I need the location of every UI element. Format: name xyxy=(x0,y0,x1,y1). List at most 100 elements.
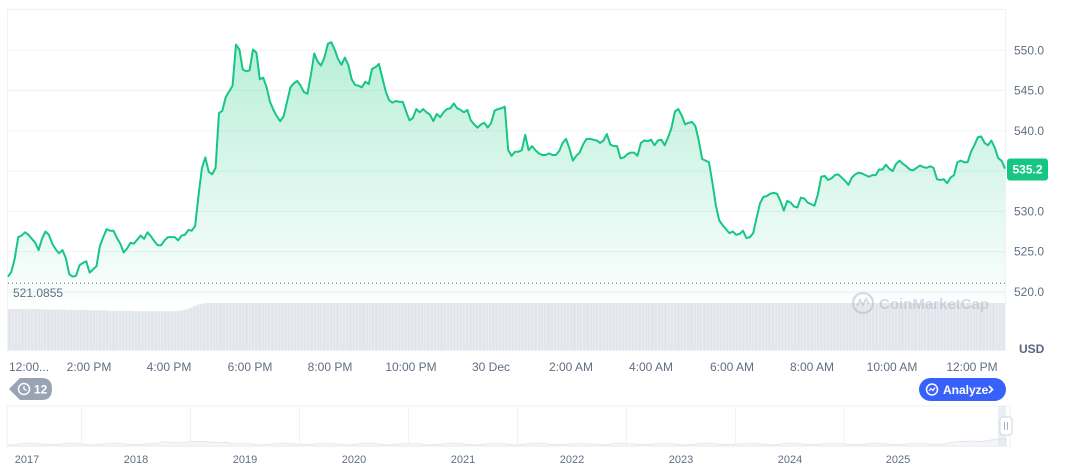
volume-bar xyxy=(157,311,161,350)
volume-bar xyxy=(836,303,840,350)
navigator-track[interactable] xyxy=(6,405,1011,447)
volume-bar xyxy=(137,311,141,350)
x-tick-label: 8:00 PM xyxy=(308,360,353,374)
volume-bar xyxy=(241,303,245,350)
volume-bar xyxy=(936,303,940,350)
volume-bar xyxy=(443,303,447,350)
volume-bar xyxy=(728,303,732,350)
volume-bar xyxy=(202,303,206,350)
volume-bar xyxy=(923,303,927,350)
volume-bar xyxy=(823,303,827,350)
volume-bar xyxy=(368,303,372,350)
volume-bar xyxy=(634,303,638,350)
volume-bar xyxy=(706,303,710,350)
watermark-text: CoinMarketCap xyxy=(879,296,989,313)
volume-bar xyxy=(30,309,34,350)
volume-bar xyxy=(261,303,265,350)
x-tick-label: 2:00 PM xyxy=(67,360,112,374)
volume-bar xyxy=(881,303,885,350)
volume-bar xyxy=(76,309,80,350)
volume-bar xyxy=(566,303,570,350)
volume-bar xyxy=(780,303,784,350)
volume-bar xyxy=(722,303,726,350)
volume-bar xyxy=(858,303,862,350)
x-tick-label: 12:00 PM xyxy=(946,360,997,374)
volume-bar xyxy=(193,305,197,350)
history-button[interactable]: 12 xyxy=(9,378,52,400)
volume-bar xyxy=(462,303,466,350)
volume-bar xyxy=(618,303,622,350)
volume-bar xyxy=(284,303,287,350)
volume-bar xyxy=(615,303,619,350)
volume-bar xyxy=(124,310,128,350)
volume-bar xyxy=(53,309,57,350)
navigator-year-label: 2017 xyxy=(15,454,39,466)
current-price-label: 535.2 xyxy=(1012,163,1042,177)
volume-bar xyxy=(475,303,479,350)
volume-bar xyxy=(946,303,950,350)
volume-bar xyxy=(910,303,914,350)
navigator-year-label: 2022 xyxy=(560,454,584,466)
volume-bar xyxy=(254,303,258,350)
volume-bar xyxy=(761,303,765,350)
volume-bar xyxy=(82,309,86,350)
volume-bar xyxy=(439,303,443,350)
volume-bar xyxy=(667,303,671,350)
volume-bar xyxy=(452,303,456,350)
volume-bar xyxy=(628,303,632,350)
volume-bar xyxy=(271,303,274,350)
volume-bar xyxy=(563,303,567,350)
x-tick-label: 30 Dec xyxy=(472,360,510,374)
volume-bar xyxy=(550,303,554,350)
volume-bar xyxy=(501,303,505,350)
volume-bar xyxy=(183,309,187,350)
volume-bar xyxy=(862,303,866,350)
history-button-bg[interactable] xyxy=(9,378,52,400)
volume-bar xyxy=(641,303,645,350)
x-tick-label: 10:00 AM xyxy=(867,360,918,374)
volume-bar xyxy=(735,303,739,350)
volume-bar xyxy=(543,303,547,350)
volume-bar xyxy=(732,303,736,350)
y-tick-label: 540.0 xyxy=(1014,124,1044,138)
volume-bar xyxy=(121,310,125,350)
volume-bar xyxy=(907,303,911,350)
analyze-button-bg[interactable] xyxy=(919,378,1006,401)
volume-bar xyxy=(930,303,934,350)
price-line[interactable] xyxy=(7,41,1006,278)
volume-bar xyxy=(348,303,352,350)
volume-bar xyxy=(387,303,391,350)
volume-bar xyxy=(982,303,986,350)
volume-bar xyxy=(771,303,775,350)
volume-bar xyxy=(215,303,219,350)
volume-bar xyxy=(741,303,745,350)
drag-handle-icon[interactable] xyxy=(999,416,1013,436)
volume-bar xyxy=(683,303,687,350)
volume-bar xyxy=(988,303,992,350)
volume-bar xyxy=(141,311,145,350)
volume-bar xyxy=(225,303,229,350)
coinmarketcap-logo-icon xyxy=(851,291,875,315)
navigator-year-label: 2019 xyxy=(233,454,257,466)
volume-bar xyxy=(92,310,96,350)
volume-bar xyxy=(621,303,625,350)
volume-bar xyxy=(160,311,164,350)
volume-bar xyxy=(46,309,50,350)
volume-bar xyxy=(66,309,70,350)
range-navigator[interactable]: 2017 2018 2019 2020 2021 2022 2023 2024 2025 xyxy=(6,405,1013,466)
volume-bar xyxy=(719,303,723,350)
volume-bar xyxy=(953,303,956,350)
navigator-year-label: 2023 xyxy=(669,454,693,466)
volume-bar xyxy=(985,303,989,350)
volume-bar xyxy=(852,303,856,350)
volume-bar xyxy=(511,303,515,350)
x-tick-label: 2:00 AM xyxy=(549,360,593,374)
volume-bar xyxy=(933,303,937,350)
volume-bar xyxy=(504,303,508,350)
volume-bar xyxy=(170,311,174,350)
volume-bar xyxy=(206,303,210,350)
analyze-button[interactable]: Analyze xyxy=(919,378,1006,401)
volume-bar xyxy=(586,303,590,350)
